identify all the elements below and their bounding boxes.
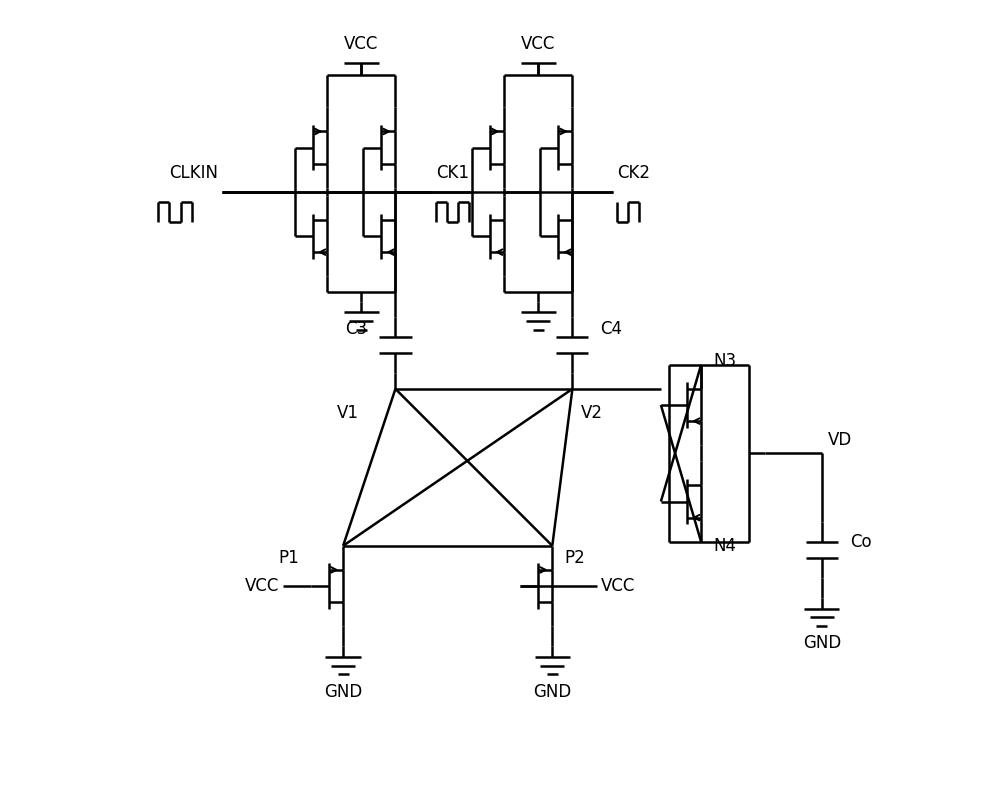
Text: VCC: VCC xyxy=(344,35,378,53)
Text: V2: V2 xyxy=(580,404,602,422)
Text: VCC: VCC xyxy=(601,577,635,595)
Text: P2: P2 xyxy=(564,549,585,567)
Text: GND: GND xyxy=(533,683,571,701)
Text: GND: GND xyxy=(324,683,362,701)
Text: C3: C3 xyxy=(345,320,367,338)
Text: VCC: VCC xyxy=(521,35,555,53)
Text: CLKIN: CLKIN xyxy=(169,164,218,182)
Text: VCC: VCC xyxy=(244,577,279,595)
Text: N3: N3 xyxy=(713,352,736,369)
Text: P1: P1 xyxy=(278,549,299,567)
Text: C4: C4 xyxy=(601,320,623,338)
Text: Co: Co xyxy=(850,533,872,551)
Text: V1: V1 xyxy=(337,404,359,422)
Text: N4: N4 xyxy=(713,537,736,555)
Text: CK2: CK2 xyxy=(617,164,650,182)
Text: VD: VD xyxy=(828,431,852,450)
Text: GND: GND xyxy=(803,634,841,652)
Text: CK1: CK1 xyxy=(436,164,469,182)
